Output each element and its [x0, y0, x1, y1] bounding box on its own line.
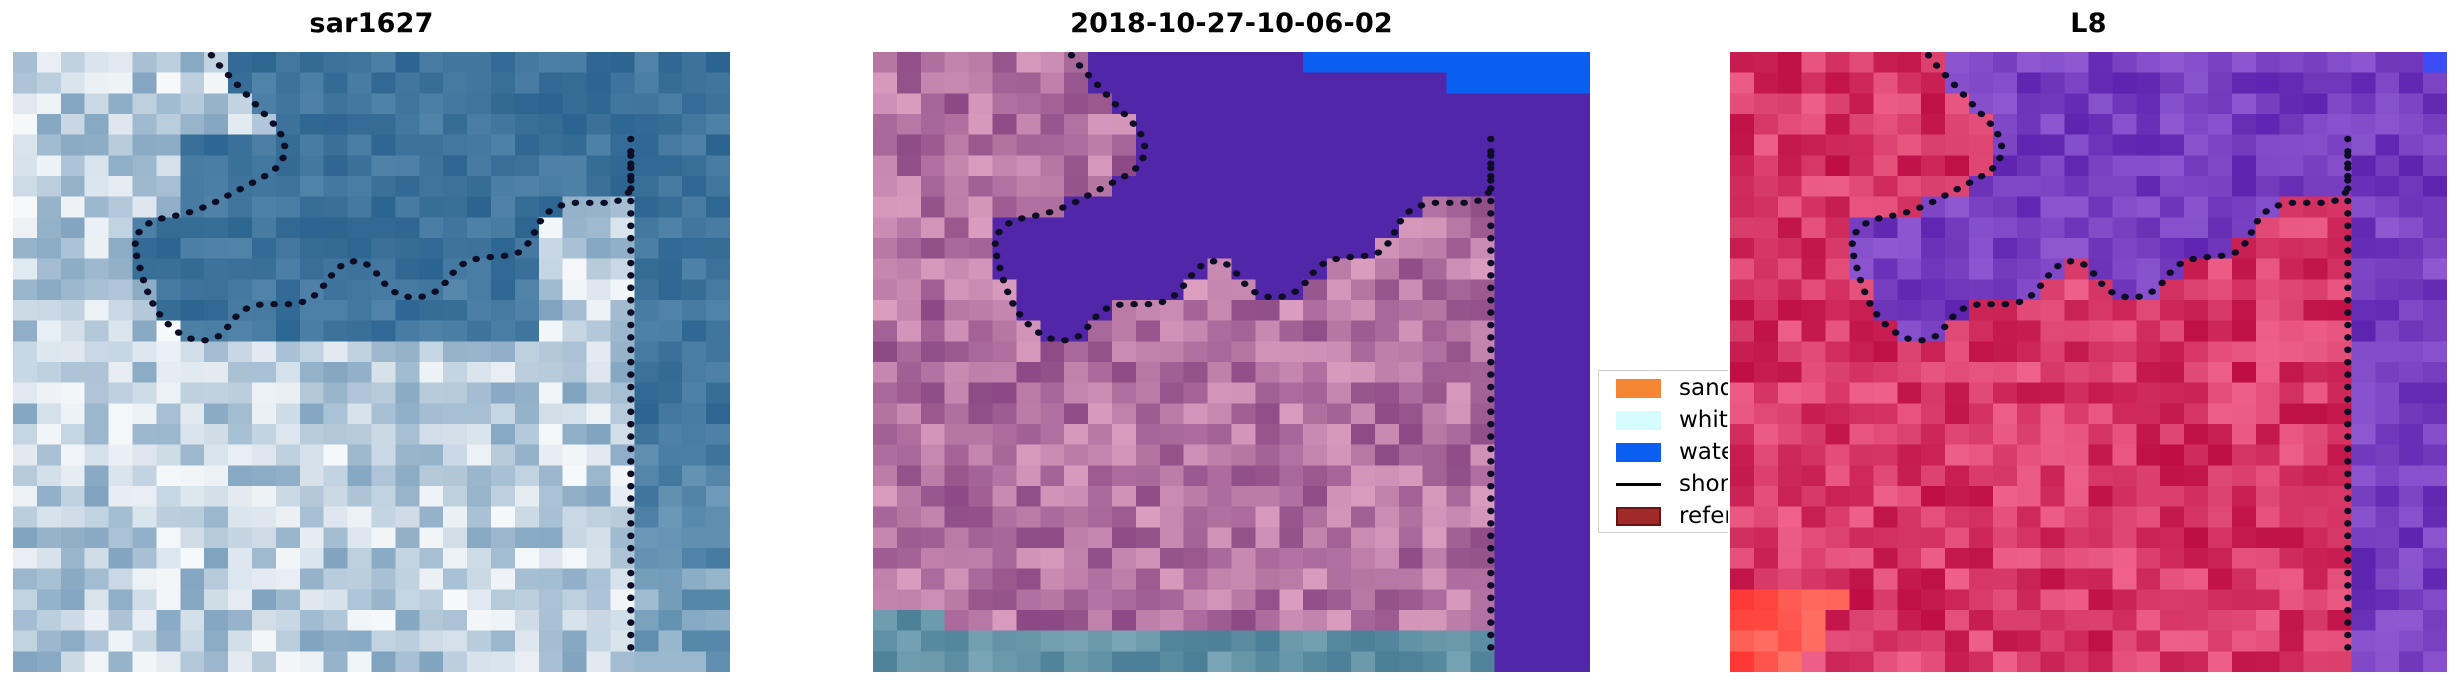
whitewater-color-patch: [1615, 411, 1661, 430]
panel-2018-10-27-10-06-02[interactable]: [873, 52, 1590, 672]
panel-l8-raster: [1730, 52, 2447, 672]
legend-label-reference: reference: [1679, 503, 1728, 529]
legend[interactable]: sand whitewater water shoreline referenc: [1598, 370, 1728, 533]
panel-sar1627[interactable]: [13, 52, 730, 672]
panel-2018-10-27-10-06-02-raster: [873, 52, 1590, 672]
sand-color-patch: [1615, 379, 1661, 398]
panel-l8-title: L8: [2070, 8, 2107, 39]
shoreline-line-icon: [1607, 483, 1669, 486]
legend-label-shoreline: shoreline: [1679, 471, 1728, 497]
legend-label-whitewater: whitewater: [1679, 407, 1728, 433]
panel-sar1627-raster: [13, 52, 730, 672]
legend-label-sand: sand: [1679, 375, 1728, 401]
legend-item-reference[interactable]: reference: [1599, 501, 1728, 532]
shoreline-line-sample: [1615, 483, 1661, 486]
legend-item-whitewater[interactable]: whitewater: [1599, 405, 1728, 436]
legend-item-water[interactable]: water: [1599, 437, 1728, 468]
reference-swatch-icon: [1607, 507, 1669, 526]
reference-color-patch: [1615, 507, 1661, 526]
panel-l8[interactable]: [1730, 52, 2447, 672]
legend-label-water: water: [1679, 439, 1728, 465]
water-color-patch: [1615, 443, 1661, 462]
panel-sar1627-title: sar1627: [309, 8, 434, 39]
legend-item-sand[interactable]: sand: [1599, 373, 1728, 404]
water-swatch-icon: [1607, 443, 1669, 462]
legend-item-shoreline[interactable]: shoreline: [1599, 469, 1728, 500]
sand-swatch-icon: [1607, 379, 1669, 398]
whitewater-swatch-icon: [1607, 411, 1669, 430]
panel-2018-10-27-10-06-02-title: 2018-10-27-10-06-02: [1070, 8, 1393, 39]
